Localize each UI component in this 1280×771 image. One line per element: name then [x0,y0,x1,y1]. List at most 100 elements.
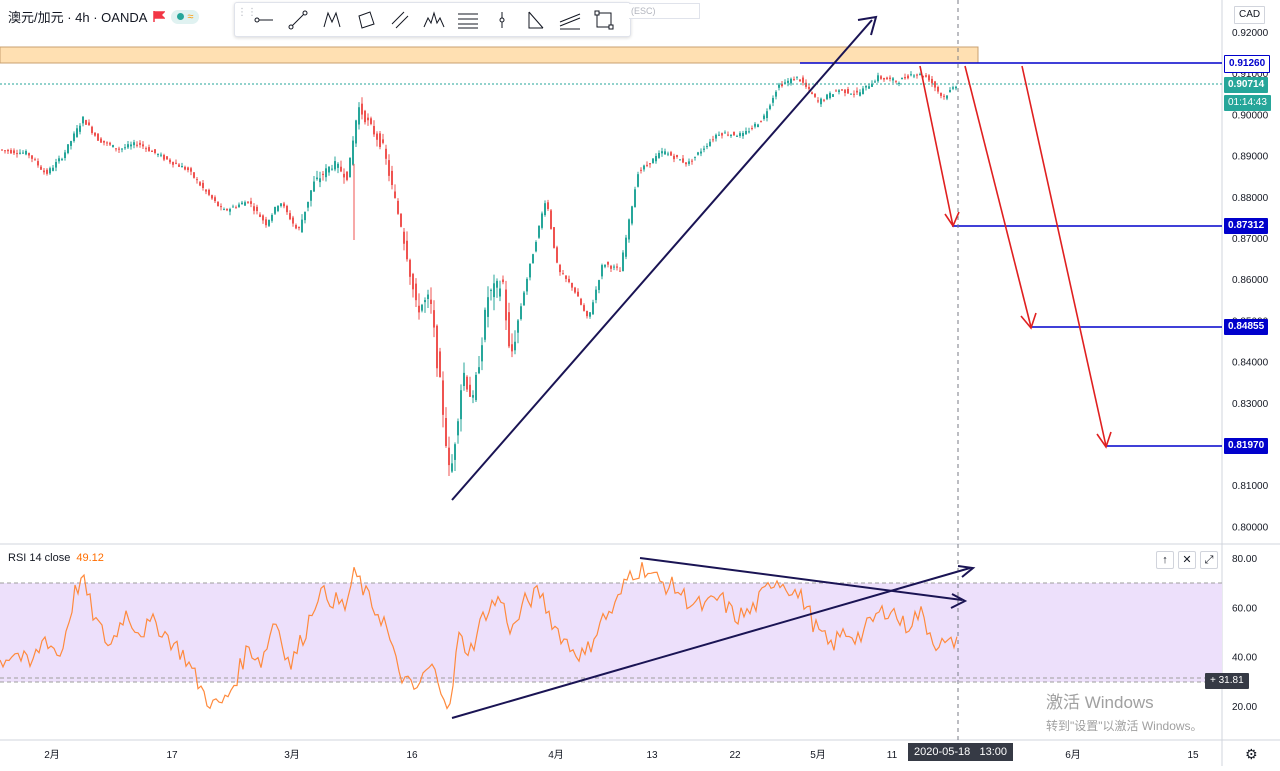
candle-body [673,155,675,160]
pane-move-up-button[interactable]: ↑ [1156,551,1174,569]
candle-body [832,94,834,97]
rsi-header[interactable]: RSI 14 close 49.12 [8,552,104,564]
fib-retracement-icon[interactable] [451,6,485,34]
candle-body [283,203,285,207]
candle-body [49,168,51,174]
parallel-channel-icon[interactable] [383,6,417,34]
time-crosshair-label: 2020-05-18 13:00 [908,743,1013,761]
candle-body [907,75,909,79]
candle-body [1,149,3,151]
candle-body [31,155,33,159]
time-tick-label: 17 [166,750,178,761]
candle-body [376,133,378,140]
toolbar-grip-icon[interactable]: ⋮⋮ [237,6,257,18]
candle-body [475,374,477,401]
candle-body [64,152,66,159]
candle-body [439,351,441,377]
candle-body [421,304,423,311]
candle-body [400,213,402,227]
flag-icon[interactable] [153,11,166,22]
candle-body [118,148,120,150]
candle-body [499,288,501,297]
candle-body [130,144,132,147]
candle-body [322,173,324,175]
candle-body [877,75,879,82]
candle-body [664,151,666,155]
candle-body [835,90,837,92]
trend-line[interactable] [451,19,873,501]
candle-body [760,120,762,122]
candle-body [796,76,798,78]
price-label-current: 0.90714 [1224,77,1269,93]
candle-body [157,154,159,156]
candle-body [139,142,141,145]
gear-icon[interactable]: ⚙ [1245,746,1258,762]
candle-body [448,447,450,466]
trend-arrow-head [857,15,878,36]
candle-body [418,305,420,313]
candle-body [382,139,384,143]
candle-body [565,275,567,279]
candle-body [397,200,399,214]
candle-body [778,84,780,88]
time-tick-label: 22 [729,750,741,761]
drawing-toolbar[interactable]: ⋮⋮ [234,2,631,37]
head-shoulders-icon[interactable] [417,6,451,34]
candle-body [91,126,93,133]
currency-label[interactable]: CAD [1234,6,1266,24]
rectangle-icon[interactable] [349,6,383,34]
candle-body [415,283,417,301]
symbol-header[interactable]: 澳元/加元 · 4h · OANDA ≈ [8,7,200,26]
candle-body [871,83,873,87]
candle-body [289,213,291,220]
candle-body [904,77,906,79]
candle-body [202,182,204,189]
candle-body [532,254,534,264]
candle-body [892,78,894,81]
candle-body [280,203,282,206]
candle-body [628,219,630,240]
projection-arrow-3-head [1096,431,1112,449]
candle-body [862,88,864,95]
candle-body [172,161,174,165]
candle-body [271,214,273,221]
candle-body [250,201,252,204]
candle-body [742,132,744,137]
rsi-falling-arrow-head [950,593,968,609]
candle-body [622,252,624,272]
time-tick-label: 2月 [44,749,60,761]
rsi-trendlines[interactable] [451,557,976,719]
market-status-pill[interactable]: ≈ [171,9,200,24]
abcd-pattern-icon[interactable] [519,6,553,34]
resistance-zone[interactable] [0,46,979,64]
xabcd-pattern-icon[interactable] [315,6,349,34]
projection-arrow-2-head [1020,312,1037,330]
projection-arrow-2 [964,65,1032,328]
trend-line-icon[interactable] [281,6,315,34]
candle-body [850,93,852,95]
candle-body [574,287,576,293]
horizontal-ray-icon[interactable] [247,6,281,34]
pane-maximize-button[interactable]: ⤢ [1200,551,1218,569]
candle-body [682,158,684,163]
candle-body [889,77,891,79]
candle-body [568,278,570,283]
symbol-title[interactable]: 澳元/加元 · 4h · OANDA [8,10,148,25]
candle-body [103,140,105,143]
rsi-title[interactable]: RSI 14 close [8,552,71,564]
candle-body [85,120,87,125]
fib-channel-icon[interactable] [553,6,587,34]
vertical-line-icon[interactable] [485,6,519,34]
watermark-line2: 转到"设置"以激活 Windows。 [1046,719,1203,733]
candle-body [445,418,447,447]
candle-body [799,79,801,82]
candle-body [121,148,123,150]
candle-body [403,231,405,244]
candle-body [619,270,621,272]
candle-body [361,103,363,115]
projection-arrows[interactable] [919,65,1112,449]
pane-close-button[interactable]: ✕ [1178,551,1196,569]
select-frame-icon[interactable] [587,6,621,34]
